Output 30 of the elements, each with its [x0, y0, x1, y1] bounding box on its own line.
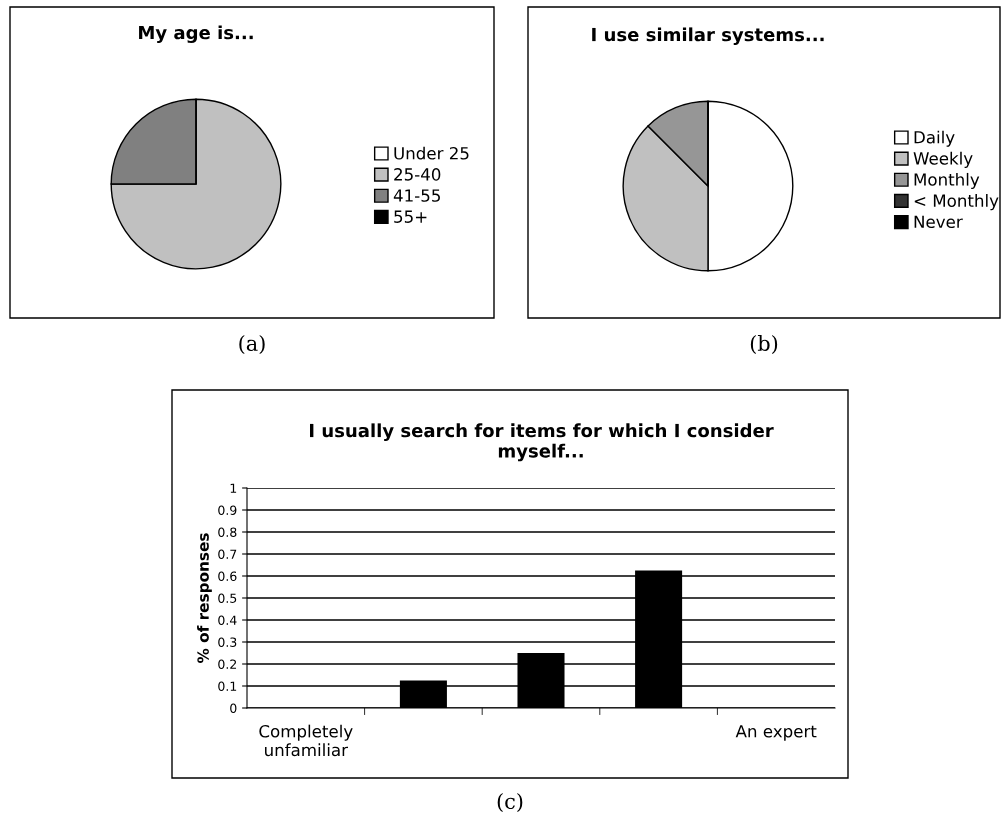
y-tick-label: 0.6: [218, 571, 237, 581]
x-tick-label: An expert: [735, 725, 817, 741]
legend-label: 55+: [394, 210, 427, 223]
y-tick-label: 0.3: [218, 637, 237, 647]
y-tick-label: 0.1: [218, 681, 237, 691]
y-tick-label: 0.7: [218, 549, 237, 559]
y-tick-label: 0: [230, 703, 237, 713]
chart-title: I usually search for items for which I consider myself...: [309, 423, 774, 462]
chart-title: I use similar systems...: [592, 27, 824, 46]
chart-title: My age is...: [139, 25, 253, 44]
legend-label: 41-55: [393, 189, 440, 202]
text: (b): [750, 334, 778, 354]
text: (c): [497, 792, 523, 812]
y-axis-title: % of responses: [197, 533, 212, 663]
legend-label: < Monthly: [914, 194, 999, 211]
y-tick-label: 0.4: [218, 615, 237, 625]
legend-label: Monthly: [914, 172, 980, 190]
legend-label: Weekly: [913, 151, 973, 168]
legend-label: Under 25: [394, 146, 469, 160]
y-tick-label: 0.8: [218, 527, 237, 537]
pie-slice: [110, 98, 282, 270]
y-tick-label: 0.5: [218, 593, 237, 603]
legend-label: Never: [914, 215, 963, 229]
y-tick-label: 0.9: [218, 505, 237, 515]
legend-label: 25-40: [394, 168, 441, 181]
y-tick-label: 1: [230, 483, 237, 493]
x-tick-label: Completely unfamiliar: [259, 724, 353, 757]
text: (a): [239, 334, 265, 354]
legend-label: Daily: [914, 130, 955, 147]
y-tick-label: 0.2: [218, 659, 237, 669]
